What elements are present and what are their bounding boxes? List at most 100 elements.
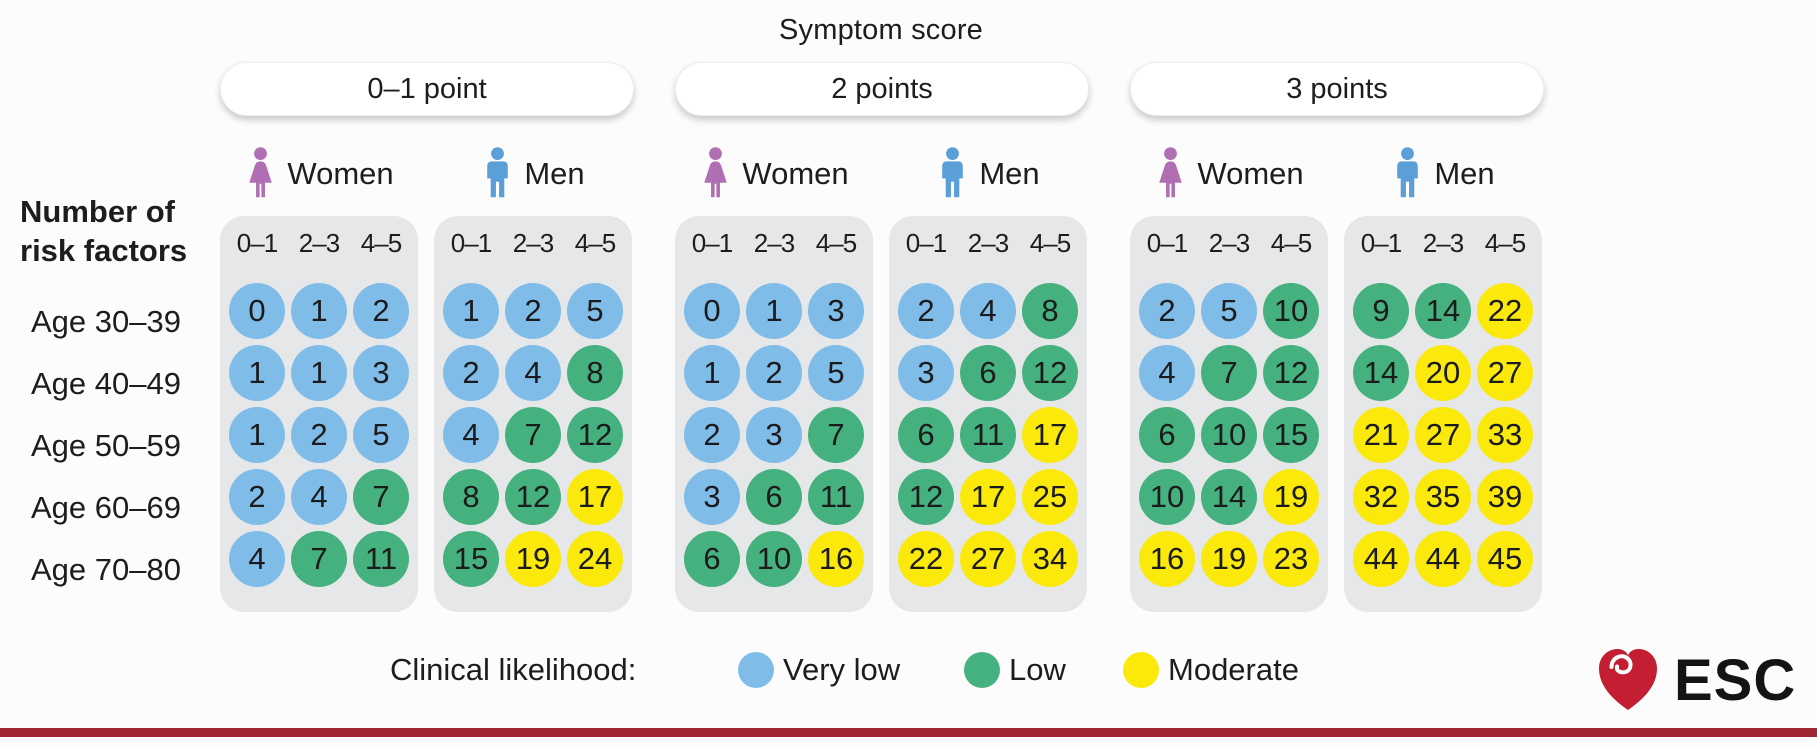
- likelihood-cell: 4: [291, 469, 347, 525]
- likelihood-cell: 3: [684, 469, 740, 525]
- risk-factor-bin: 2–3: [298, 228, 340, 258]
- likelihood-cell: 6: [1139, 407, 1195, 463]
- symptom-score-pill: 2 points: [675, 62, 1089, 116]
- risk-factor-bin: 0–1: [691, 228, 733, 258]
- likelihood-cell: 1: [684, 345, 740, 401]
- likelihood-cell: 16: [1139, 531, 1195, 587]
- likelihood-cell: 11: [808, 469, 864, 525]
- risk-factor-bin: 4–5: [574, 228, 616, 258]
- likelihood-cell: 27: [1415, 407, 1471, 463]
- risk-factor-bin: 0–1: [236, 228, 278, 258]
- likelihood-cell: 22: [1477, 283, 1533, 339]
- likelihood-cell: 4: [1139, 345, 1195, 401]
- legend-label: Clinical likelihood:: [390, 652, 637, 687]
- risk-factor-bin: 2–3: [753, 228, 795, 258]
- likelihood-cell: 12: [567, 407, 623, 463]
- likelihood-cell: 3: [898, 345, 954, 401]
- legend-text-vl: Very low: [783, 652, 901, 687]
- age-row-label: Age 30–39: [31, 304, 181, 339]
- likelihood-cell: 5: [567, 283, 623, 339]
- likelihood-panel: 0–1 2–3 4–5 9 14 22 14 20 27 21 27 33 32 35 39 44 44 45: [1344, 216, 1542, 612]
- likelihood-cell: 22: [898, 531, 954, 587]
- likelihood-row: 32 35 39: [1353, 469, 1533, 525]
- age-row-label: Age 60–69: [31, 490, 181, 525]
- likelihood-cell: 12: [1263, 345, 1319, 401]
- likelihood-cell: 44: [1415, 531, 1471, 587]
- esc-logo-text: ESC: [1674, 648, 1797, 713]
- likelihood-cell: 39: [1477, 469, 1533, 525]
- age-row-label: Age 50–59: [31, 428, 181, 463]
- sex-header-men: Men: [1344, 142, 1542, 206]
- likelihood-cell: 4: [229, 531, 285, 587]
- likelihood-cell: 1: [229, 345, 285, 401]
- likelihood-row: 16 19 23: [1139, 531, 1319, 587]
- likelihood-panel: 0–1 2–3 4–5 2 4 8 3 6 12 6 11 17 12 17 25 22 27 34: [889, 216, 1087, 612]
- sex-label: Men: [1434, 156, 1495, 191]
- likelihood-cell: 8: [1022, 283, 1078, 339]
- likelihood-cell: 6: [684, 531, 740, 587]
- likelihood-row: 9 14 22: [1353, 283, 1533, 339]
- likelihood-row: 8 12 17: [443, 469, 623, 525]
- likelihood-cell: 4: [960, 283, 1016, 339]
- legend-dot-lo: [964, 652, 1000, 688]
- likelihood-cell: 19: [1201, 531, 1257, 587]
- likelihood-cell: 20: [1415, 345, 1471, 401]
- risk-factor-bin: 4–5: [1484, 228, 1526, 258]
- likelihood-row: 6 11 17: [898, 407, 1078, 463]
- age-row-label: Age 40–49: [31, 366, 181, 401]
- likelihood-cell: 4: [443, 407, 499, 463]
- likelihood-cell: 1: [443, 283, 499, 339]
- bottom-accent-rule: [0, 728, 1817, 737]
- likelihood-row: 3 6 12: [898, 345, 1078, 401]
- risk-factor-bin: 2–3: [512, 228, 554, 258]
- risk-factor-bins-header: 0–1 2–3 4–5: [1344, 216, 1542, 259]
- legend-dot-vl: [738, 652, 774, 688]
- sex-label: Women: [287, 156, 394, 191]
- row-axis-title-line1: Number of: [20, 194, 175, 229]
- legend-text-mo: Moderate: [1168, 652, 1299, 687]
- likelihood-cell: 5: [808, 345, 864, 401]
- sex-header-men: Men: [889, 142, 1087, 206]
- likelihood-cell: 5: [353, 407, 409, 463]
- risk-factor-bin: 0–1: [1360, 228, 1402, 258]
- likelihood-cell: 1: [746, 283, 802, 339]
- likelihood-cell: 2: [505, 283, 561, 339]
- likelihood-cell: 14: [1353, 345, 1409, 401]
- likelihood-row: 2 5 10: [1139, 283, 1319, 339]
- legend-text-lo: Low: [1009, 652, 1066, 687]
- man-icon: [1391, 146, 1424, 202]
- likelihood-cell: 17: [960, 469, 1016, 525]
- likelihood-row: 6 10 16: [684, 531, 864, 587]
- woman-icon: [244, 146, 277, 202]
- likelihood-cell: 27: [1477, 345, 1533, 401]
- likelihood-grid: 9 14 22 14 20 27 21 27 33 32 35 39 44 44 45: [1344, 283, 1542, 587]
- risk-factor-bin: 4–5: [360, 228, 402, 258]
- row-axis-title: Number of risk factors: [20, 192, 187, 270]
- likelihood-cell: 2: [443, 345, 499, 401]
- likelihood-cell: 14: [1201, 469, 1257, 525]
- likelihood-cell: 17: [567, 469, 623, 525]
- risk-factor-bin: 2–3: [1208, 228, 1250, 258]
- row-axis-title-line2: risk factors: [20, 233, 188, 268]
- likelihood-panel: 0–1 2–3 4–5 1 2 5 2 4 8 4 7 12 8 12 17 15 19 24: [434, 216, 632, 612]
- likelihood-cell: 25: [1022, 469, 1078, 525]
- risk-factor-bin: 4–5: [815, 228, 857, 258]
- likelihood-row: 4 7 12: [443, 407, 623, 463]
- likelihood-cell: 14: [1415, 283, 1471, 339]
- likelihood-cell: 1: [291, 283, 347, 339]
- risk-factor-bin: 0–1: [450, 228, 492, 258]
- likelihood-cell: 8: [567, 345, 623, 401]
- sex-label: Women: [1197, 156, 1304, 191]
- likelihood-cell: 44: [1353, 531, 1409, 587]
- likelihood-cell: 3: [353, 345, 409, 401]
- symptom-score-pill: 3 points: [1130, 62, 1544, 116]
- sex-label: Men: [979, 156, 1040, 191]
- sex-header-women: Women: [675, 142, 873, 206]
- likelihood-cell: 2: [746, 345, 802, 401]
- likelihood-grid: 2 4 8 3 6 12 6 11 17 12 17 25 22 27 34: [889, 283, 1087, 587]
- likelihood-cell: 6: [960, 345, 1016, 401]
